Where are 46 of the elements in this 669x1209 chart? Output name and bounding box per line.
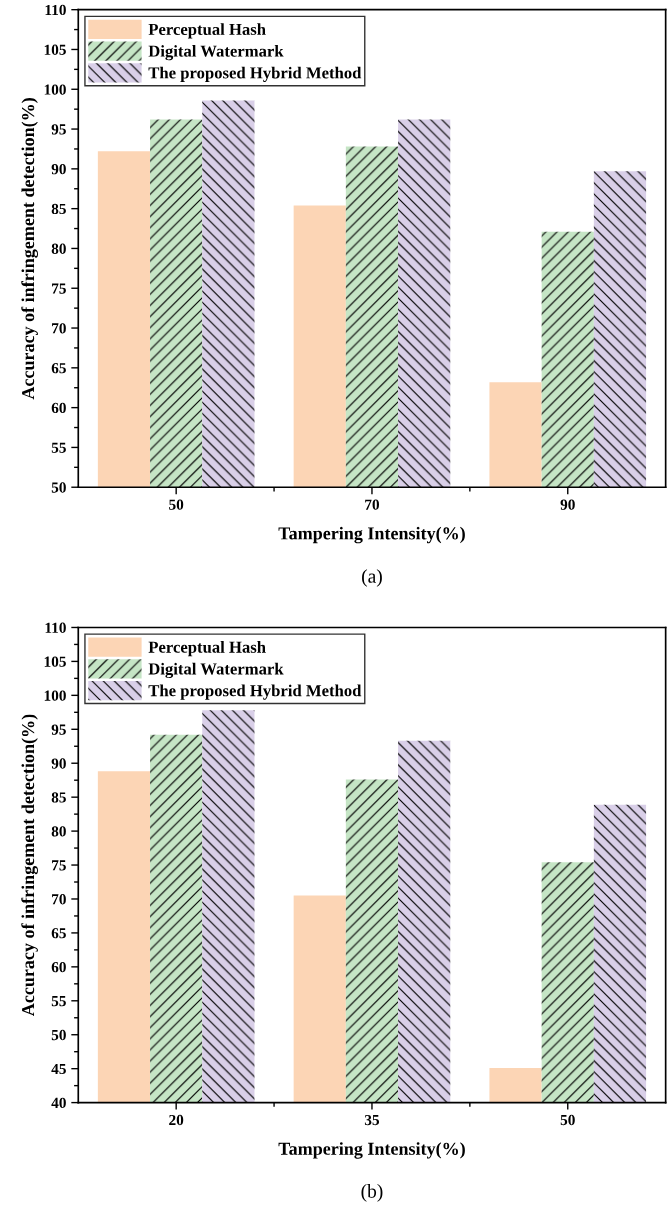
x-axis-title: Tampering Intensity(%) [278, 526, 465, 544]
y-tick-label: 85 [51, 203, 66, 215]
y-tick-label: 55 [51, 442, 66, 453]
legend-label: Perceptual Hash [148, 23, 266, 39]
y-tick-label: 60 [51, 962, 66, 973]
y-tick-label: 80 [51, 826, 66, 837]
y-tick-label: 65 [51, 363, 66, 374]
y-tick-label: 105 [44, 44, 66, 55]
y-axis-title: Accuracy of infringement detection(%) [21, 98, 38, 400]
y-tick-label: 50 [51, 1029, 66, 1041]
legend-label: Perceptual Hash [148, 641, 266, 657]
y-tick-label: 45 [51, 1063, 66, 1075]
y-tick-label: 85 [51, 792, 66, 803]
legend-label: Digital Watermark [148, 45, 284, 61]
y-tick-label: 110 [45, 4, 66, 16]
y-tick-label: 90 [51, 758, 66, 769]
y-tick-label: 65 [51, 928, 66, 939]
y-tick-label: 105 [44, 656, 66, 667]
y-tick-label: 95 [51, 724, 66, 735]
y-tick-label: 110 [45, 622, 66, 633]
y-tick-label: 100 [44, 690, 66, 701]
y-axis-title: Accuracy of infringement detection(%) [21, 714, 38, 1017]
text: (b) [361, 1184, 383, 1202]
x-tick-label: 50 [169, 499, 184, 510]
y-tick-label: 75 [52, 860, 66, 871]
x-tick-label: 35 [364, 1114, 380, 1126]
y-tick-label: 55 [51, 996, 66, 1007]
y-tick-label: 70 [52, 894, 66, 905]
x-tick-label: 20 [169, 1114, 184, 1126]
x-tick-label: 90 [560, 499, 575, 510]
y-tick-label: 60 [51, 402, 66, 414]
y-tick-label: 50 [51, 482, 66, 493]
text: (a) [362, 569, 382, 587]
y-tick-label: 40 [51, 1097, 66, 1109]
y-tick-label: 100 [44, 84, 66, 95]
legend-label: Digital Watermark [148, 662, 284, 679]
y-tick-label: 80 [51, 243, 66, 254]
legend-label: The proposed Hybrid Method [148, 684, 362, 700]
x-tick-label: 50 [560, 1114, 575, 1126]
y-tick-label: 95 [51, 124, 66, 135]
legend-label: The proposed Hybrid Method [148, 66, 362, 82]
y-tick-label: 90 [51, 164, 66, 175]
x-tick-label: 70 [365, 499, 380, 510]
y-tick-label: 70 [52, 323, 66, 334]
y-tick-label: 75 [52, 283, 66, 294]
x-axis-title: Tampering Intensity(%) [278, 1142, 465, 1159]
